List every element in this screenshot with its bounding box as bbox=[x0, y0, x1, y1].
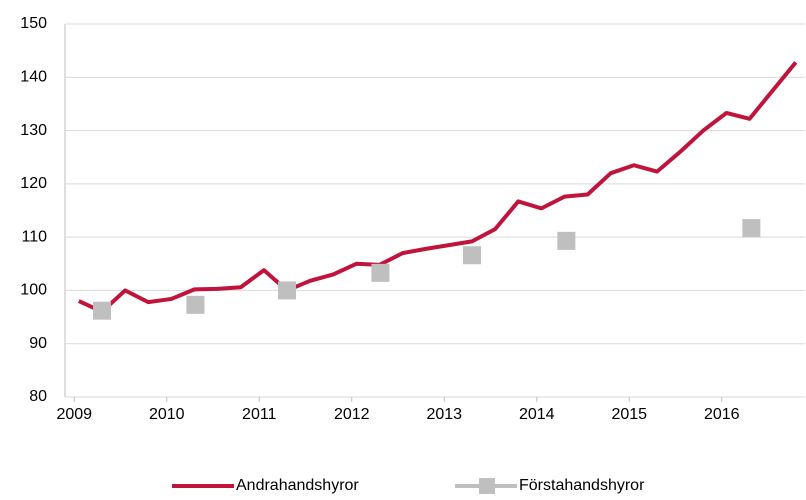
marker bbox=[557, 231, 576, 250]
y-tick-label: 120 bbox=[20, 175, 47, 192]
legend-label: Andrahandshyror bbox=[236, 477, 359, 494]
marker bbox=[186, 295, 205, 314]
marker bbox=[278, 281, 296, 300]
marker bbox=[463, 246, 481, 265]
marker bbox=[742, 219, 761, 238]
x-tick-label: 2015 bbox=[611, 406, 647, 423]
y-tick-label: 80 bbox=[29, 388, 47, 405]
y-tick-label: 90 bbox=[29, 335, 47, 352]
x-tick-label: 2009 bbox=[56, 406, 92, 423]
y-tick-label: 110 bbox=[21, 228, 47, 245]
y-tick-label: 140 bbox=[20, 69, 47, 86]
x-tick-label: 2011 bbox=[242, 406, 277, 423]
marker bbox=[371, 263, 390, 282]
y-tick-label: 130 bbox=[20, 122, 47, 139]
legend-marker bbox=[479, 478, 495, 494]
x-tick-label: 2016 bbox=[704, 406, 740, 423]
x-tick-label: 2010 bbox=[149, 406, 185, 423]
y-tick-label: 150 bbox=[20, 15, 47, 32]
y-tick-label: 100 bbox=[20, 282, 47, 299]
x-tick-label: 2012 bbox=[334, 406, 370, 423]
legend-label: Förstahandshyror bbox=[519, 477, 645, 494]
x-tick-label: 2014 bbox=[519, 406, 555, 423]
line bbox=[78, 61, 798, 314]
x-tick-label: 2013 bbox=[426, 406, 462, 423]
marker bbox=[93, 301, 111, 320]
